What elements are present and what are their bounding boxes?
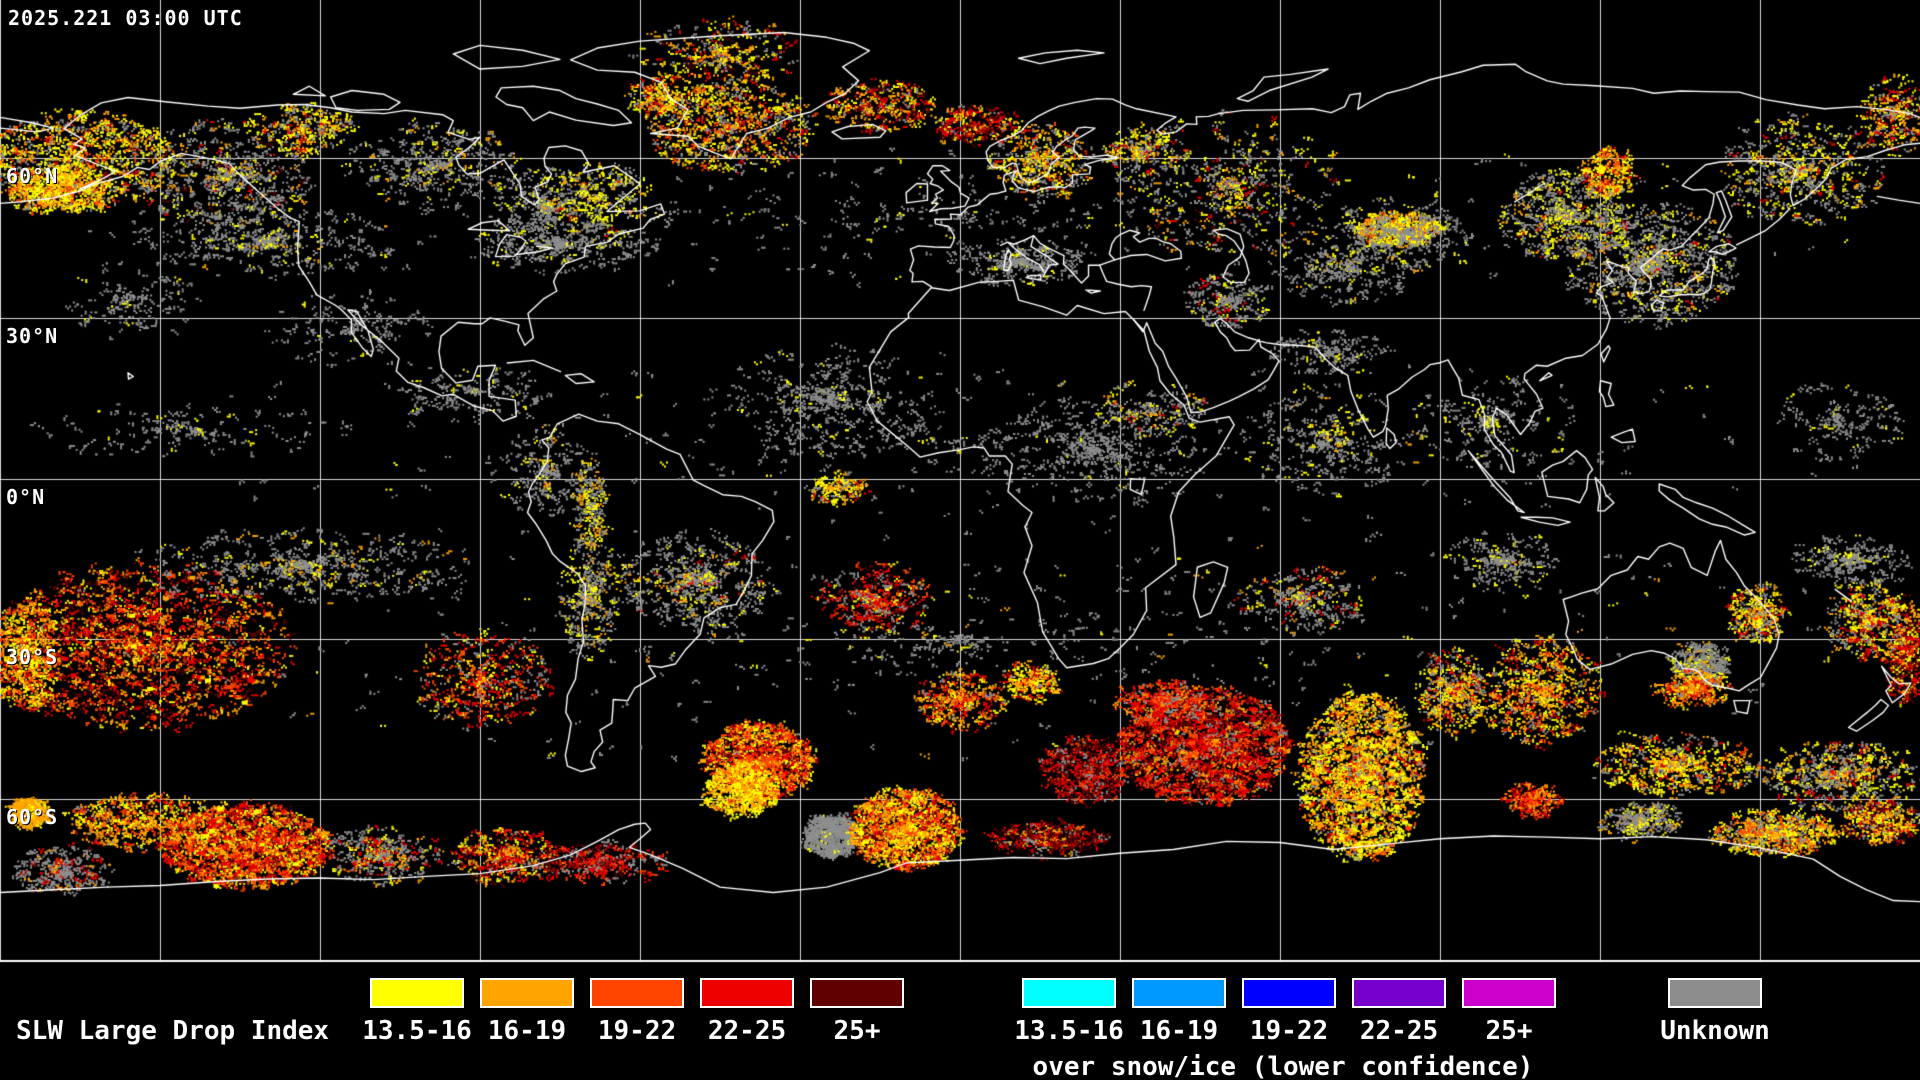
lat-label-0n: 0°N (6, 485, 46, 509)
world-map-canvas (0, 0, 1920, 963)
legend-swatch-standard-2 (590, 978, 684, 1008)
legend-range-label-standard-3: 22-25 (707, 1016, 787, 1046)
legend-swatch-unknown (1668, 978, 1762, 1008)
legend-range-label-snow-ice-2: 19-22 (1249, 1016, 1329, 1046)
legend-range-label-standard-0: 13.5-16 (362, 1016, 472, 1046)
legend-swatch-standard-3 (700, 978, 794, 1008)
legend-unknown-label: Unknown (1660, 1016, 1770, 1046)
legend-swatch-snow-ice-4 (1462, 978, 1556, 1008)
lat-label-60n: 60°N (6, 164, 59, 188)
legend-swatch-snow-ice-1 (1132, 978, 1226, 1008)
lat-label-60s: 60°S (6, 805, 59, 829)
legend-range-label-snow-ice-1: 16-19 (1139, 1016, 1219, 1046)
lat-label-30s: 30°S (6, 645, 59, 669)
legend-range-label-standard-2: 19-22 (597, 1016, 677, 1046)
legend-swatch-standard-0 (370, 978, 464, 1008)
legend-range-label-snow-ice-0: 13.5-16 (1014, 1016, 1124, 1046)
legend-range-label-snow-ice-3: 22-25 (1359, 1016, 1439, 1046)
lat-label-30n: 30°N (6, 324, 59, 348)
legend-swatch-snow-ice-2 (1242, 978, 1336, 1008)
legend-subtitle: over snow/ice (lower confidence) (1032, 1052, 1534, 1080)
legend-range-label-standard-1: 16-19 (487, 1016, 567, 1046)
legend-swatch-snow-ice-0 (1022, 978, 1116, 1008)
legend-range-label-standard-4: 25+ (833, 1016, 881, 1046)
legend-swatch-standard-4 (810, 978, 904, 1008)
legend-range-label-snow-ice-4: 25+ (1485, 1016, 1533, 1046)
legend-title: SLW Large Drop Index (16, 1016, 330, 1046)
legend-swatch-standard-1 (480, 978, 574, 1008)
legend-swatch-snow-ice-3 (1352, 978, 1446, 1008)
timestamp-label: 2025.221 03:00 UTC (8, 6, 243, 30)
